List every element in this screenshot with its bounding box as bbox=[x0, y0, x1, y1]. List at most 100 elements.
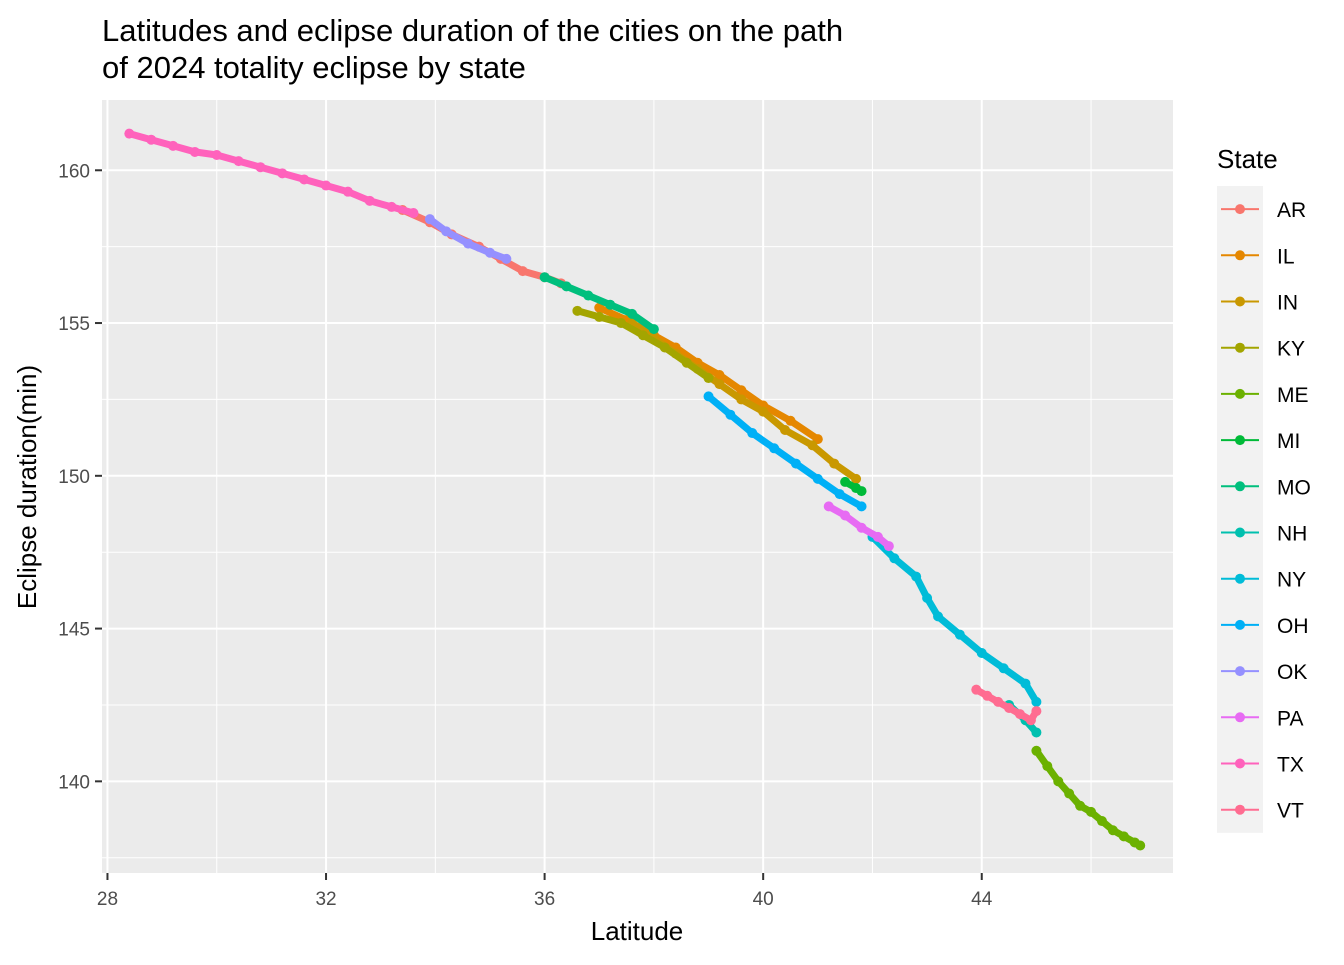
data-point-NY bbox=[954, 629, 965, 640]
data-point-NY bbox=[933, 611, 944, 622]
data-point-AR bbox=[517, 266, 528, 277]
data-point-VT bbox=[1015, 709, 1025, 720]
data-point-KY bbox=[616, 318, 627, 329]
legend-label: IL bbox=[1277, 245, 1295, 268]
series-NY bbox=[867, 531, 1042, 707]
data-point-TX bbox=[364, 195, 375, 206]
y-tick-label: 155 bbox=[58, 314, 90, 335]
data-point-NY bbox=[889, 553, 900, 564]
legend-item-IL: IL bbox=[1221, 245, 1295, 268]
data-point-VT bbox=[1025, 715, 1036, 726]
legend-item-OK: OK bbox=[1221, 661, 1307, 684]
legend-key-point bbox=[1235, 296, 1245, 307]
legend-label: AR bbox=[1277, 199, 1306, 222]
data-point-IL bbox=[785, 415, 796, 426]
legend-key-point bbox=[1235, 666, 1245, 677]
series-OK bbox=[424, 214, 512, 264]
legend-label: PA bbox=[1277, 707, 1303, 730]
y-axis-label: Eclipse duration(min) bbox=[12, 365, 42, 609]
legend-key-point bbox=[1235, 250, 1245, 261]
data-point-TX bbox=[168, 140, 179, 151]
legend-key-point bbox=[1235, 527, 1245, 538]
series-MI bbox=[840, 476, 867, 497]
legend-key-background bbox=[1217, 186, 1263, 833]
data-point-MO bbox=[539, 272, 550, 283]
data-point-TX bbox=[211, 149, 222, 160]
y-tick-label: 160 bbox=[58, 161, 90, 182]
data-point-IN bbox=[736, 394, 747, 405]
data-point-IN bbox=[758, 406, 769, 417]
series-TX bbox=[124, 128, 419, 219]
y-tick-label: 150 bbox=[58, 467, 90, 488]
data-point-ME bbox=[1118, 831, 1129, 842]
data-point-ME bbox=[1086, 806, 1097, 817]
data-point-IL bbox=[714, 369, 725, 380]
data-point-IN bbox=[714, 379, 725, 390]
data-point-OK bbox=[441, 226, 452, 237]
x-tick-label: 28 bbox=[97, 889, 118, 910]
legend-key-point bbox=[1235, 204, 1245, 215]
legend-key-point bbox=[1235, 758, 1245, 769]
axis-ticks bbox=[95, 169, 983, 880]
legend-key-point bbox=[1235, 481, 1245, 492]
data-point-NH bbox=[1031, 727, 1042, 738]
legend-label: OH bbox=[1277, 615, 1309, 638]
data-point-PA bbox=[840, 510, 851, 521]
data-point-NY bbox=[1020, 678, 1031, 689]
data-point-OH bbox=[790, 458, 801, 469]
data-point-ME bbox=[1135, 840, 1146, 851]
data-point-ME bbox=[1053, 776, 1064, 787]
plot-panel bbox=[102, 100, 1173, 873]
data-point-MO bbox=[605, 299, 616, 310]
data-point-VT bbox=[1031, 706, 1042, 717]
data-point-TX bbox=[233, 156, 244, 167]
data-point-ME bbox=[1042, 761, 1053, 772]
legend-key-point bbox=[1235, 573, 1245, 584]
legend-key-point bbox=[1235, 388, 1245, 399]
data-point-TX bbox=[277, 168, 288, 179]
data-point-TX bbox=[408, 208, 419, 219]
data-point-TX bbox=[189, 146, 200, 157]
series-line-NY bbox=[869, 533, 1040, 706]
series-VT bbox=[971, 684, 1042, 726]
tick-labels: 28 32 36 40 44 140 145 150 155 160 bbox=[58, 161, 992, 910]
legend-item-NY: NY bbox=[1221, 569, 1306, 592]
legend-label: ME bbox=[1277, 384, 1309, 407]
data-point-OH bbox=[856, 501, 867, 512]
data-point-PA bbox=[856, 522, 867, 533]
legend-item-AR: AR bbox=[1221, 199, 1306, 222]
chart-title-line2: of 2024 totality eclipse by state bbox=[102, 50, 526, 85]
data-point-OK bbox=[484, 247, 495, 258]
data-point-PA bbox=[883, 541, 894, 552]
series-MO bbox=[539, 272, 659, 335]
legend-label: NH bbox=[1277, 523, 1307, 546]
data-point-VT bbox=[982, 690, 993, 701]
data-point-OH bbox=[725, 409, 736, 420]
series-OH bbox=[703, 391, 867, 512]
data-point-NY bbox=[922, 593, 933, 604]
chart-title-line1: Latitudes and eclipse duration of the ci… bbox=[102, 13, 843, 48]
data-point-OK bbox=[501, 253, 512, 264]
x-tick-label: 44 bbox=[971, 889, 993, 910]
legend-label: IN bbox=[1277, 292, 1298, 315]
data-point-MO bbox=[648, 324, 659, 335]
series-layer bbox=[124, 128, 1146, 851]
data-point-IL bbox=[736, 385, 747, 396]
data-point-KY bbox=[659, 342, 670, 353]
data-point-NY bbox=[911, 571, 922, 582]
data-point-TX bbox=[255, 162, 266, 173]
legend-item-OH: OH bbox=[1221, 615, 1309, 638]
legend-key-point bbox=[1235, 619, 1245, 630]
data-point-OH bbox=[747, 428, 758, 439]
legend-item-PA: PA bbox=[1221, 707, 1303, 730]
legend-key-point bbox=[1235, 804, 1245, 815]
legend-item-KY: KY bbox=[1221, 338, 1305, 361]
data-point-TX bbox=[146, 134, 157, 145]
data-point-OH bbox=[812, 473, 823, 484]
x-axis-label: Latitude bbox=[591, 916, 684, 946]
data-point-IN bbox=[780, 424, 791, 435]
legend-item-TX: TX bbox=[1221, 754, 1304, 777]
data-point-MO bbox=[561, 281, 572, 292]
legend-label: MO bbox=[1277, 476, 1311, 499]
